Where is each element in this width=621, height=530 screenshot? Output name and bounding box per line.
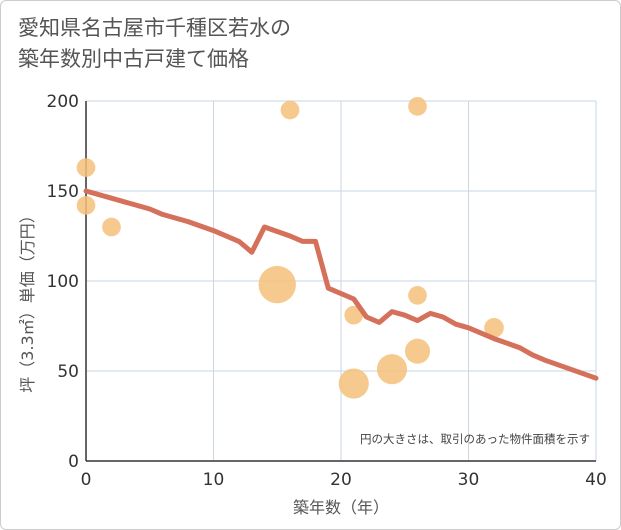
- data-point-0: [76, 158, 96, 177]
- x-axis-label: 築年数（年）: [293, 498, 389, 517]
- y-tick-labels: 0 50 100 150 200: [47, 92, 79, 472]
- x-tick-label-2: 20: [330, 470, 352, 490]
- trend-line-group: [83, 188, 599, 381]
- data-point-11: [484, 317, 504, 338]
- y-axis-label: 坪（3.3㎡）単価（万円）: [18, 207, 37, 392]
- y-tick-label-4: 200: [47, 92, 79, 112]
- grid: [86, 100, 597, 461]
- y-tick-label-3: 150: [47, 182, 79, 202]
- data-point-3: [258, 265, 296, 304]
- y-tick-label-0: 0: [68, 452, 79, 472]
- chart-title-line-2: 築年数別中古戸建て価格: [18, 47, 249, 71]
- y-tick-label-1: 50: [57, 362, 79, 382]
- trend-line: [83, 188, 599, 381]
- data-point-7: [376, 354, 408, 385]
- data-point-6: [338, 368, 369, 399]
- chart-title-line-1: 愛知県名古屋市千種区若水の: [18, 16, 291, 40]
- chart-note: 円の大きさは、取引のあった物件面積を示す: [360, 432, 590, 446]
- x-tick-label-1: 10: [203, 470, 225, 490]
- chart-title: 愛知県名古屋市千種区若水の 築年数別中古戸建て価格: [18, 13, 291, 75]
- data-point-1: [76, 196, 96, 215]
- data-point-4: [280, 100, 300, 120]
- data-point-2: [102, 217, 121, 237]
- x-tick-label-4: 40: [585, 470, 607, 490]
- x-tick-label-0: 0: [81, 470, 92, 490]
- data-point-8: [408, 97, 427, 116]
- data-point-9: [408, 286, 427, 305]
- data-point-5: [344, 305, 364, 325]
- x-tick-labels: 0 10 20 30 40: [81, 470, 607, 490]
- data-point-10: [404, 338, 431, 364]
- y-tick-label-2: 100: [47, 272, 79, 292]
- data-points: [76, 97, 504, 399]
- x-tick-label-3: 30: [458, 470, 480, 490]
